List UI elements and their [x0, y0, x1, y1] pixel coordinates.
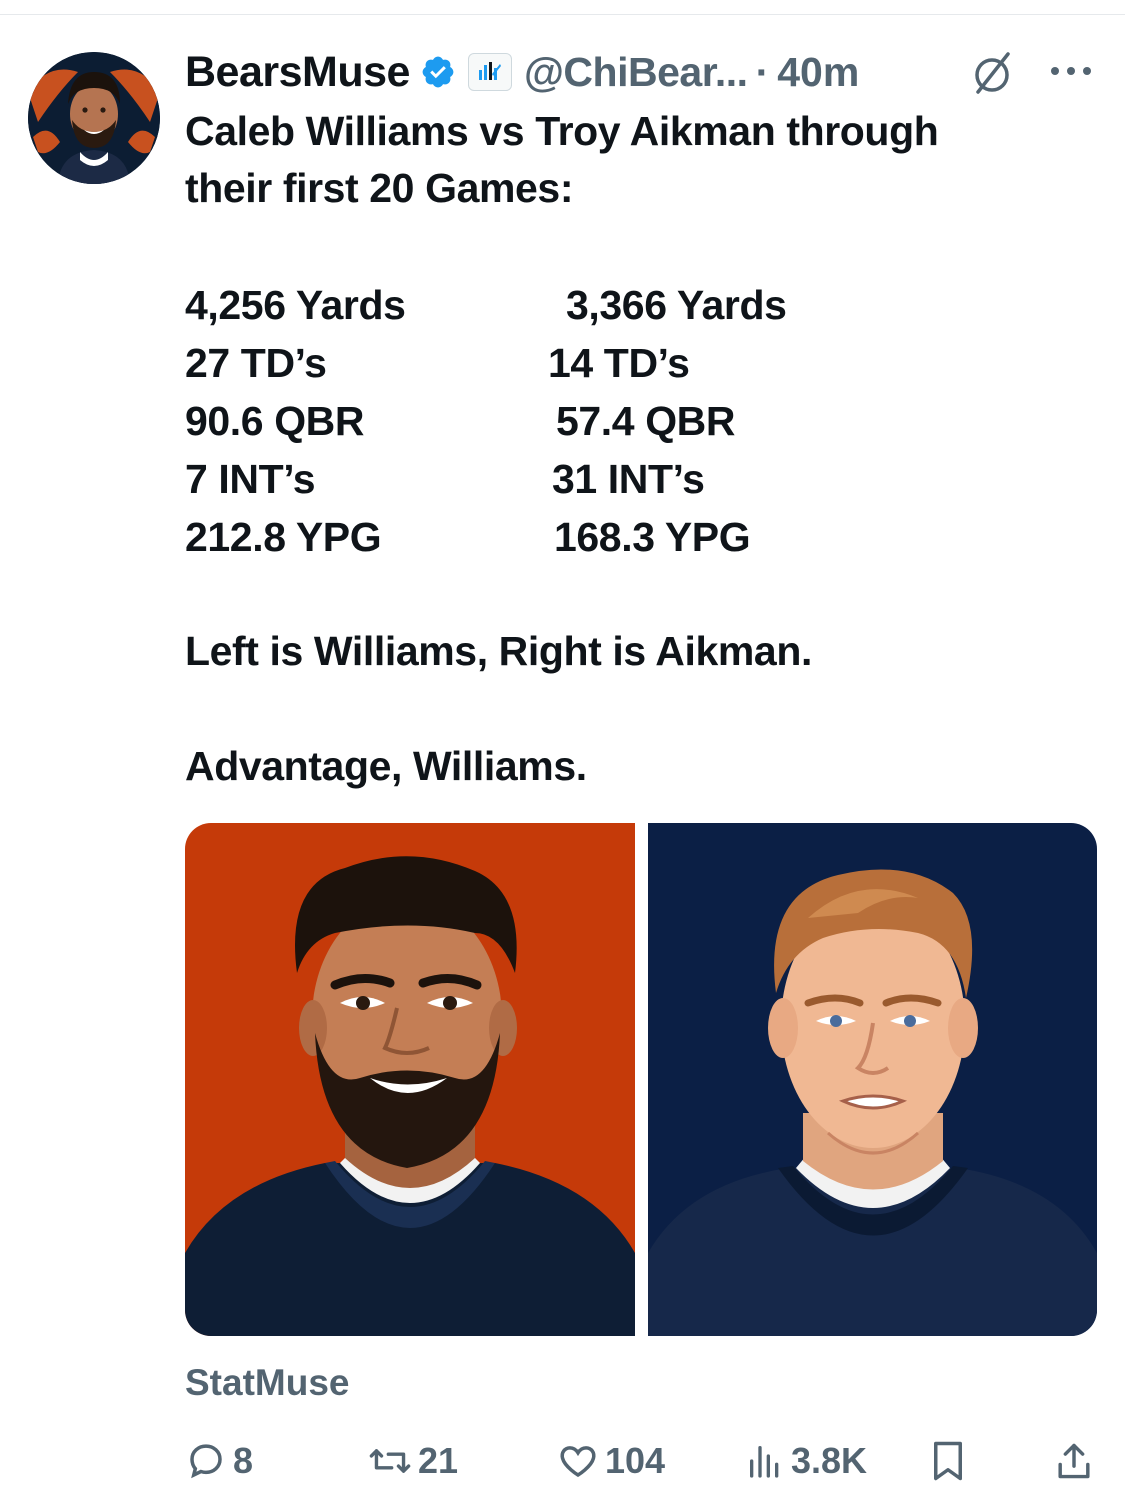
- post-text-line: their first 20 Games:: [185, 165, 574, 211]
- avatar[interactable]: [28, 52, 160, 184]
- views-icon: [750, 1446, 779, 1478]
- handle[interactable]: @ChiBear...: [523, 48, 748, 95]
- grok-icon[interactable]: [970, 50, 1016, 96]
- reply-count: 8: [233, 1440, 254, 1481]
- share-button[interactable]: [1055, 1440, 1093, 1482]
- post-header: BearsMuse @ChiBear... · 40m: [185, 44, 859, 100]
- stat-right-yards: 3,366 Yards: [566, 282, 787, 328]
- like-count: 104: [605, 1440, 666, 1481]
- post-text-comparison-note: Left is Williams, Right is Aikman.: [185, 628, 812, 674]
- repost-icon: [369, 1449, 411, 1473]
- statmuse-affiliation-icon[interactable]: [467, 53, 512, 91]
- bookmark-icon: [934, 1441, 962, 1481]
- display-name[interactable]: BearsMuse: [185, 47, 410, 96]
- media-image-aikman[interactable]: [648, 823, 1097, 1336]
- repost-button[interactable]: 21: [368, 1440, 458, 1482]
- stat-left-yards: 4,256 Yards: [185, 282, 406, 328]
- stat-right-ypg: 168.3 YPG: [554, 514, 751, 560]
- separator-dot: ·: [755, 48, 770, 95]
- like-button[interactable]: 104: [557, 1440, 665, 1482]
- views-count: 3.8K: [791, 1440, 868, 1481]
- reply-button[interactable]: 8: [185, 1440, 253, 1482]
- stat-right-tds: 14 TD’s: [548, 340, 690, 386]
- stat-right-ints: 31 INT’s: [552, 456, 705, 502]
- stat-right-qbr: 57.4 QBR: [556, 398, 736, 444]
- heart-icon: [560, 1446, 596, 1478]
- verified-badge-icon[interactable]: [420, 54, 456, 90]
- stat-left-tds: 27 TD’s: [185, 340, 327, 386]
- top-divider: [0, 14, 1125, 15]
- media-source-label[interactable]: StatMuse: [185, 1362, 350, 1403]
- reply-icon: [190, 1444, 222, 1479]
- timestamp[interactable]: 40m: [777, 48, 860, 95]
- post-text-line: Caleb Williams vs Troy Aikman through: [185, 108, 939, 154]
- action-bar: 8 21 104 3.8K: [185, 1440, 1095, 1490]
- views-button[interactable]: 3.8K: [745, 1440, 867, 1482]
- stat-left-ypg: 212.8 YPG: [185, 514, 382, 560]
- bookmark-button[interactable]: [930, 1440, 966, 1482]
- repost-count: 21: [418, 1440, 459, 1481]
- stat-left-ints: 7 INT’s: [185, 456, 316, 502]
- post-text-verdict: Advantage, Williams.: [185, 743, 587, 789]
- post-media[interactable]: [185, 823, 1097, 1336]
- share-icon: [1058, 1443, 1090, 1479]
- more-icon[interactable]: [1048, 64, 1094, 78]
- media-image-williams[interactable]: [185, 823, 635, 1336]
- stat-left-qbr: 90.6 QBR: [185, 398, 365, 444]
